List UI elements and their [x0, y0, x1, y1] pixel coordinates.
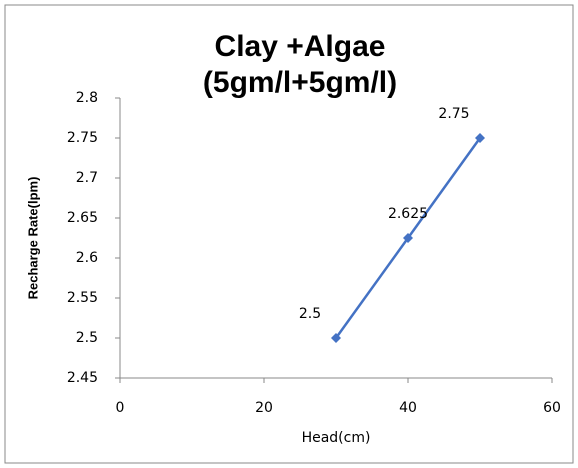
marker — [331, 333, 341, 343]
chart-border — [4, 4, 574, 464]
marker — [475, 133, 485, 143]
y-tick-label: 2.7 — [76, 170, 98, 186]
y-tick-label: 2.45 — [67, 370, 98, 386]
chart-title: (5gm/l+5gm/l) — [203, 66, 397, 99]
y-tick-label: 2.6 — [76, 250, 98, 266]
y-tick-label: 2.75 — [67, 130, 98, 146]
y-tick-label: 2.55 — [67, 290, 98, 306]
chart-title: Clay +Algae — [215, 30, 386, 63]
marker — [403, 233, 413, 243]
y-tick-label: 2.5 — [76, 330, 98, 346]
x-tick-label: 40 — [399, 400, 417, 416]
x-tick-label: 60 — [543, 400, 561, 416]
data-label: 2.5 — [299, 306, 321, 322]
data-label: 2.75 — [438, 106, 469, 122]
y-tick-label: 2.65 — [67, 210, 98, 226]
x-tick-label: 20 — [255, 400, 273, 416]
y-tick-label: 2.8 — [76, 90, 98, 106]
x-tick-label: 0 — [116, 400, 125, 416]
x-axis-label: Head(cm) — [302, 430, 371, 446]
data-label: 2.625 — [388, 206, 428, 222]
y-axis-label: Recharge Rate(lpm) — [25, 177, 40, 300]
